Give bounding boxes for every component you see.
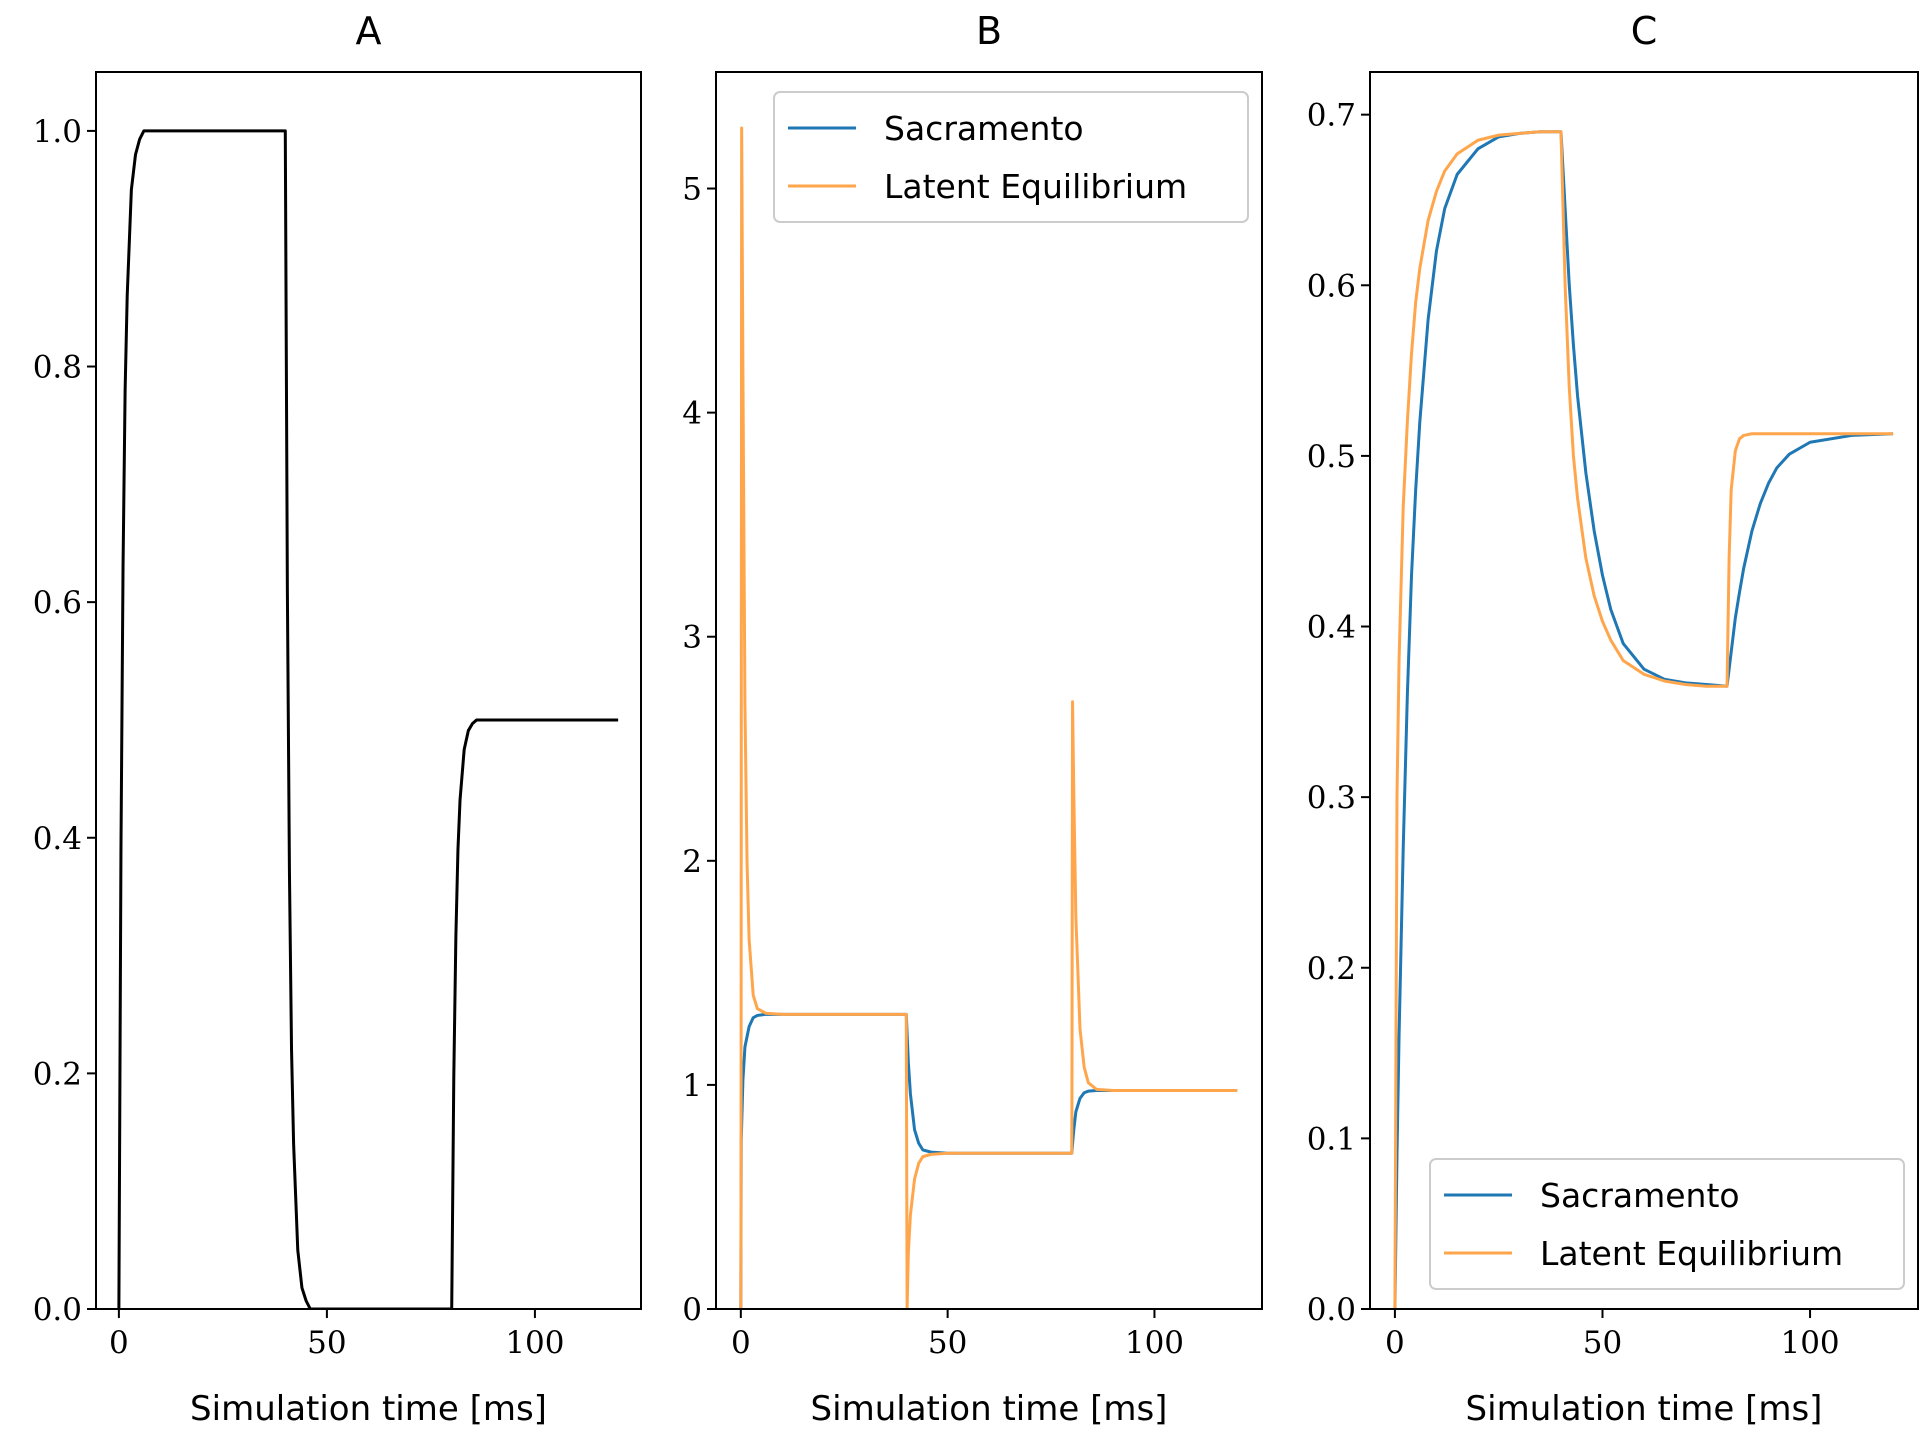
- panel-c: C Simulation time [ms] 0 50 100 0.0 0.1 0.2 0.…: [1307, 9, 1919, 1429]
- panel-c-ytick-label: 0.0: [1307, 1292, 1356, 1328]
- panel-a-xtick-label: 100: [505, 1325, 564, 1361]
- panel-a-ytick-label: 0.0: [33, 1292, 82, 1328]
- panel-a: A Simulation time [ms] 0 50 100 0.0 0.2 0.4 0.…: [33, 9, 642, 1429]
- panel-b-ytick-label: 0: [682, 1292, 702, 1328]
- panel-c-ytick-label: 0.6: [1307, 268, 1356, 304]
- panel-b-xtick-label: 50: [928, 1325, 967, 1361]
- panel-a-ytick-label: 0.6: [33, 585, 82, 621]
- panel-a-ytick-label: 0.2: [33, 1056, 82, 1092]
- panel-b-ytick-label: 4: [682, 396, 702, 432]
- panel-b-ytick-label: 1: [682, 1068, 702, 1104]
- panel-a-ytick-label: 1.0: [33, 114, 82, 150]
- panel-b-ytick-label: 5: [682, 172, 702, 208]
- panel-b-series-sacramento: [739, 1012, 1238, 1309]
- panel-c-xtick-label: 100: [1780, 1325, 1839, 1361]
- panel-b-legend-label: Latent Equilibrium: [884, 167, 1187, 206]
- panel-c-title: C: [1631, 9, 1658, 53]
- panel-b: B Simulation time [ms] 0 50 100 0 1 2 3 4 5 Sacra…: [682, 9, 1263, 1429]
- panel-a-ytick-label: 0.4: [33, 821, 82, 857]
- panel-a-xlabel: Simulation time [ms]: [190, 1389, 547, 1429]
- panel-c-xlabel: Simulation time [ms]: [1466, 1389, 1823, 1429]
- panel-b-ytick-label: 2: [682, 844, 702, 880]
- panel-a-ytick-label: 0.8: [33, 350, 82, 386]
- panel-b-xtick-label: 0: [731, 1325, 751, 1361]
- panel-c-xtick-label: 0: [1385, 1325, 1405, 1361]
- panel-c-ytick-label: 0.1: [1307, 1121, 1356, 1157]
- panel-c-legend: [1429, 1158, 1905, 1290]
- panel-a-series-line-0: [117, 129, 619, 1309]
- panel-c-axes-frame: [1369, 71, 1919, 1310]
- panel-c-ytick-label: 0.4: [1307, 610, 1356, 646]
- panel-a-title: A: [356, 9, 382, 53]
- panel-b-axes-frame: [715, 71, 1263, 1310]
- panel-c-ytick-label: 0.7: [1307, 98, 1356, 134]
- panel-b-legend: [773, 91, 1249, 223]
- panel-c-series-latent-equilibrium: [1393, 130, 1894, 1309]
- panel-b-series-latent-equilibrium: [739, 126, 1238, 1309]
- panel-c-ytick-label: 0.3: [1307, 780, 1356, 816]
- panel-a-axes-frame: [95, 71, 642, 1310]
- panel-c-ytick-label: 0.5: [1307, 439, 1356, 475]
- panel-c-legend-label: Latent Equilibrium: [1540, 1234, 1843, 1273]
- panel-b-ytick-label: 3: [682, 620, 702, 656]
- panel-c-xtick-label: 50: [1583, 1325, 1622, 1361]
- panel-b-title: B: [976, 9, 1002, 53]
- panel-c-series-sacramento: [1393, 130, 1894, 1309]
- panel-a-xtick-label: 50: [307, 1325, 346, 1361]
- panel-a-xtick-label: 0: [109, 1325, 129, 1361]
- panel-b-xtick-label: 100: [1125, 1325, 1184, 1361]
- panel-c-ytick-label: 0.2: [1307, 951, 1356, 987]
- panel-c-legend-label: Sacramento: [1540, 1176, 1740, 1215]
- panel-b-xlabel: Simulation time [ms]: [811, 1389, 1168, 1429]
- panel-b-legend-label: Sacramento: [884, 109, 1084, 148]
